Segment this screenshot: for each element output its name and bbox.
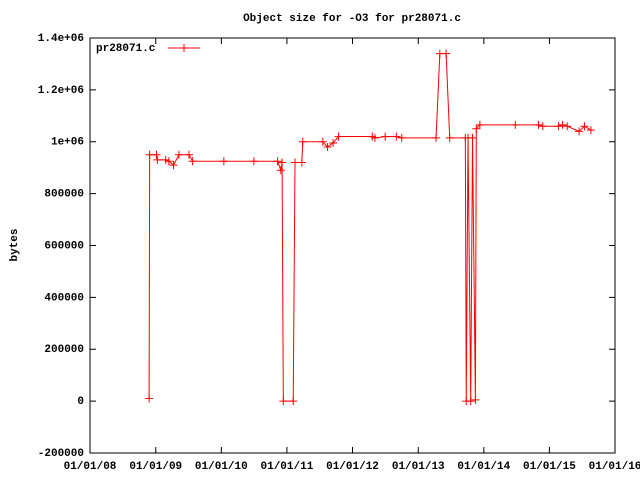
point-marker	[468, 133, 477, 142]
point-marker	[392, 132, 401, 141]
legend-swatch	[180, 44, 188, 52]
x-tick-label: 01/01/09	[129, 461, 182, 473]
x-tick-label: 01/01/16	[589, 461, 640, 473]
y-tick-label: 1.2e+06	[38, 85, 84, 97]
chart-title: Object size for -O3 for pr28071.c	[243, 13, 461, 25]
x-tick-label: 01/01/11	[261, 461, 314, 473]
point-marker	[381, 132, 390, 141]
point-marker	[370, 133, 379, 142]
series-line	[148, 53, 592, 402]
point-marker	[289, 397, 298, 406]
point-marker	[472, 124, 481, 133]
point-marker	[278, 158, 287, 167]
point-marker	[586, 126, 595, 135]
point-marker	[297, 158, 306, 167]
y-tick-label: -200000	[38, 448, 84, 460]
point-marker	[145, 394, 154, 403]
point-marker	[323, 142, 332, 151]
y-tick-label: 400000	[44, 292, 84, 304]
x-tick-label: 01/01/15	[523, 461, 576, 473]
point-marker	[184, 150, 193, 159]
point-marker	[249, 157, 258, 166]
point-marker	[152, 150, 161, 159]
point-marker	[432, 133, 441, 142]
point-marker	[397, 133, 406, 142]
point-marker	[329, 139, 338, 148]
point-marker	[471, 395, 480, 404]
point-marker	[534, 120, 543, 129]
y-tick-label: 600000	[44, 240, 84, 252]
legend-label: pr28071.c	[96, 43, 155, 55]
plot-frame	[89, 37, 616, 454]
y-tick-label: 200000	[44, 344, 84, 356]
point-marker	[188, 157, 197, 166]
point-marker	[169, 161, 178, 170]
point-marker	[475, 120, 484, 129]
point-marker	[161, 155, 170, 164]
point-marker	[318, 137, 327, 146]
point-marker	[334, 132, 343, 141]
point-marker	[558, 120, 567, 129]
x-tick-label: 01/01/14	[457, 461, 510, 473]
point-marker	[563, 122, 572, 131]
point-marker	[298, 137, 307, 146]
point-marker	[279, 397, 288, 406]
x-tick-label: 01/01/08	[64, 461, 117, 473]
point-marker	[164, 157, 173, 166]
point-marker	[273, 157, 282, 166]
point-marker	[575, 127, 584, 136]
point-marker	[174, 150, 183, 159]
point-marker	[580, 122, 589, 131]
point-marker	[291, 158, 300, 167]
x-tick-label: 01/01/13	[392, 461, 445, 473]
point-marker	[145, 150, 154, 159]
y-tick-label: 800000	[44, 189, 84, 201]
y-tick-label: 1e+06	[51, 137, 84, 149]
point-marker	[153, 155, 162, 164]
point-marker	[511, 120, 520, 129]
point-marker	[466, 397, 475, 406]
point-marker	[276, 166, 285, 175]
point-marker	[554, 122, 563, 131]
x-tick-label: 01/01/12	[326, 461, 379, 473]
point-marker	[445, 133, 454, 142]
y-tick-label: 1.4e+06	[38, 33, 84, 45]
point-marker	[442, 49, 451, 58]
point-marker	[219, 157, 228, 166]
y-tick-label: 0	[77, 396, 84, 408]
y-axis-label: bytes	[9, 228, 21, 261]
x-tick-label: 01/01/10	[195, 461, 248, 473]
point-marker	[538, 122, 547, 131]
